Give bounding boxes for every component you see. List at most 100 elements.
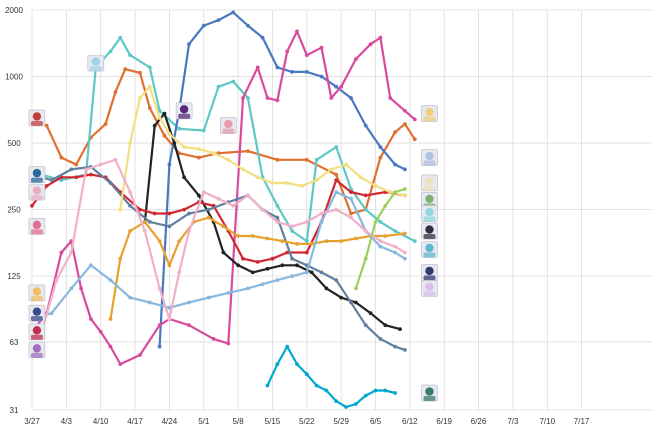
avatar-head bbox=[32, 344, 42, 353]
y-tick-label: 1000 bbox=[5, 73, 23, 82]
data-point bbox=[334, 172, 339, 177]
data-point bbox=[368, 42, 373, 47]
data-point bbox=[172, 141, 177, 146]
data-point bbox=[388, 96, 393, 100]
avatar-pink-knight-icon bbox=[219, 117, 237, 134]
avatar-body bbox=[30, 295, 43, 301]
data-point bbox=[275, 98, 280, 103]
data-point bbox=[128, 229, 133, 233]
data-point bbox=[108, 344, 113, 349]
data-point bbox=[250, 270, 255, 275]
data-point bbox=[59, 178, 64, 183]
data-point bbox=[44, 184, 49, 188]
avatar-body bbox=[423, 396, 436, 402]
y-tick-label: 250 bbox=[7, 206, 21, 215]
avatar-lilac-girl-icon bbox=[421, 280, 438, 297]
data-point bbox=[157, 239, 162, 244]
data-point bbox=[143, 229, 147, 233]
data-point bbox=[363, 256, 368, 261]
data-point bbox=[334, 84, 339, 89]
data-point bbox=[319, 45, 324, 50]
avatar-body bbox=[423, 216, 436, 222]
avatar-body bbox=[30, 334, 43, 340]
y-tick-label: 125 bbox=[7, 272, 21, 281]
avatar-body bbox=[30, 195, 43, 201]
y-tick-label: 2000 bbox=[5, 6, 23, 15]
data-point bbox=[324, 239, 329, 244]
data-point bbox=[182, 175, 187, 180]
data-point bbox=[236, 234, 241, 238]
avatar-blonde-lady-icon bbox=[421, 105, 438, 122]
data-point bbox=[206, 207, 211, 212]
data-point bbox=[334, 207, 339, 212]
data-point bbox=[152, 123, 157, 128]
data-point bbox=[412, 137, 417, 142]
x-tick-label: 4/24 bbox=[162, 417, 178, 426]
data-point bbox=[265, 266, 270, 271]
data-point bbox=[147, 300, 152, 305]
data-point bbox=[403, 108, 407, 113]
avatar-cream-girl-icon bbox=[421, 174, 438, 192]
data-point bbox=[285, 181, 290, 185]
avatar-head bbox=[425, 387, 434, 396]
avatar-body bbox=[222, 128, 235, 134]
avatar-teal-girl-icon bbox=[28, 166, 46, 183]
x-tick-label: 7/17 bbox=[574, 417, 590, 426]
series-11 bbox=[265, 344, 397, 409]
data-point bbox=[84, 167, 88, 172]
data-point bbox=[403, 256, 407, 261]
data-point bbox=[59, 250, 64, 255]
data-point bbox=[280, 263, 285, 268]
data-point bbox=[363, 323, 368, 328]
data-point bbox=[349, 196, 353, 201]
data-point bbox=[319, 270, 324, 275]
data-point bbox=[363, 207, 368, 212]
data-point bbox=[398, 327, 402, 331]
data-point bbox=[304, 70, 309, 74]
series-7 bbox=[108, 215, 407, 321]
data-point bbox=[177, 270, 182, 275]
data-point bbox=[250, 234, 255, 238]
data-point bbox=[241, 96, 245, 100]
data-point bbox=[349, 190, 353, 195]
data-point bbox=[378, 35, 383, 40]
data-point bbox=[378, 155, 383, 160]
data-point bbox=[349, 96, 353, 100]
data-point bbox=[290, 70, 294, 74]
data-point bbox=[403, 187, 407, 191]
data-point bbox=[246, 149, 250, 154]
data-point bbox=[319, 220, 324, 224]
avatar-head bbox=[32, 112, 42, 121]
data-point bbox=[187, 211, 191, 216]
data-point bbox=[334, 145, 339, 149]
avatar-head bbox=[425, 225, 434, 234]
data-point bbox=[275, 215, 280, 220]
data-point bbox=[383, 323, 388, 328]
data-point bbox=[363, 193, 368, 198]
data-point bbox=[285, 344, 290, 349]
data-point bbox=[403, 231, 407, 236]
data-point bbox=[412, 239, 417, 244]
data-point bbox=[167, 305, 172, 310]
data-point bbox=[89, 317, 93, 321]
avatar-gold-hero-icon bbox=[28, 284, 46, 302]
avatar-head bbox=[425, 243, 434, 253]
avatar-head bbox=[32, 307, 42, 316]
data-point bbox=[270, 181, 275, 185]
data-point bbox=[309, 270, 314, 275]
data-point bbox=[246, 286, 250, 291]
data-point bbox=[275, 278, 280, 282]
data-point bbox=[383, 388, 388, 393]
data-point bbox=[329, 96, 334, 100]
y-tick-label: 63 bbox=[10, 338, 19, 347]
data-point bbox=[196, 147, 201, 151]
x-tick-label: 5/22 bbox=[299, 417, 315, 426]
series-1 bbox=[30, 35, 417, 244]
data-point bbox=[108, 317, 113, 321]
data-point bbox=[167, 263, 172, 268]
series-line bbox=[354, 187, 406, 290]
data-point bbox=[295, 263, 299, 268]
data-point bbox=[304, 270, 309, 275]
avatar-indigo-boy-icon bbox=[421, 264, 438, 281]
data-point bbox=[226, 291, 231, 295]
